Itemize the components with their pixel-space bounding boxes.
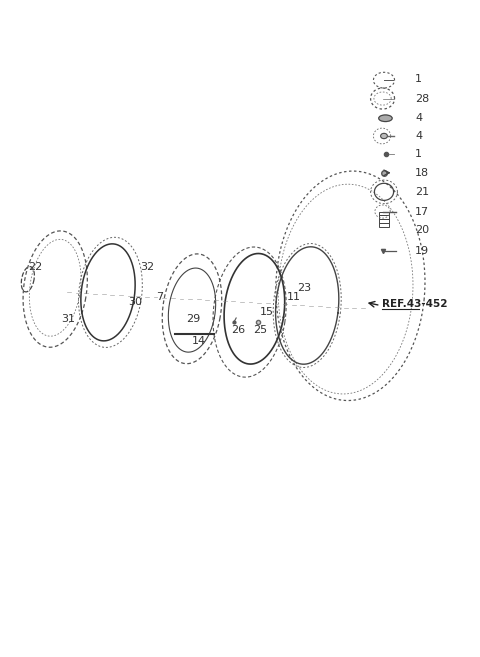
Text: 30: 30 (129, 297, 143, 307)
Text: 15: 15 (260, 307, 274, 317)
Ellipse shape (381, 133, 387, 139)
Text: 28: 28 (415, 93, 430, 104)
Text: 22: 22 (28, 261, 42, 272)
Text: 23: 23 (297, 283, 311, 293)
Bar (379, 215, 389, 219)
Text: REF.43-452: REF.43-452 (382, 299, 447, 309)
Text: 11: 11 (287, 292, 300, 302)
Text: 7: 7 (156, 292, 163, 302)
Text: 20: 20 (415, 225, 429, 235)
Text: 4: 4 (415, 131, 422, 141)
Bar (379, 219, 389, 223)
Text: 18: 18 (415, 168, 429, 178)
Text: 17: 17 (415, 206, 429, 217)
Text: 31: 31 (61, 314, 75, 325)
Ellipse shape (379, 115, 392, 122)
Text: 26: 26 (231, 325, 245, 335)
Text: 29: 29 (186, 314, 201, 325)
Text: 21: 21 (415, 187, 429, 197)
Bar (379, 223, 389, 227)
Text: 4: 4 (415, 113, 422, 124)
Bar (379, 212, 389, 215)
Text: 1: 1 (415, 149, 422, 160)
Text: 1: 1 (415, 74, 422, 84)
Text: 19: 19 (415, 246, 429, 256)
Text: 14: 14 (192, 336, 206, 346)
Text: 32: 32 (141, 261, 155, 272)
Text: 25: 25 (253, 325, 267, 335)
